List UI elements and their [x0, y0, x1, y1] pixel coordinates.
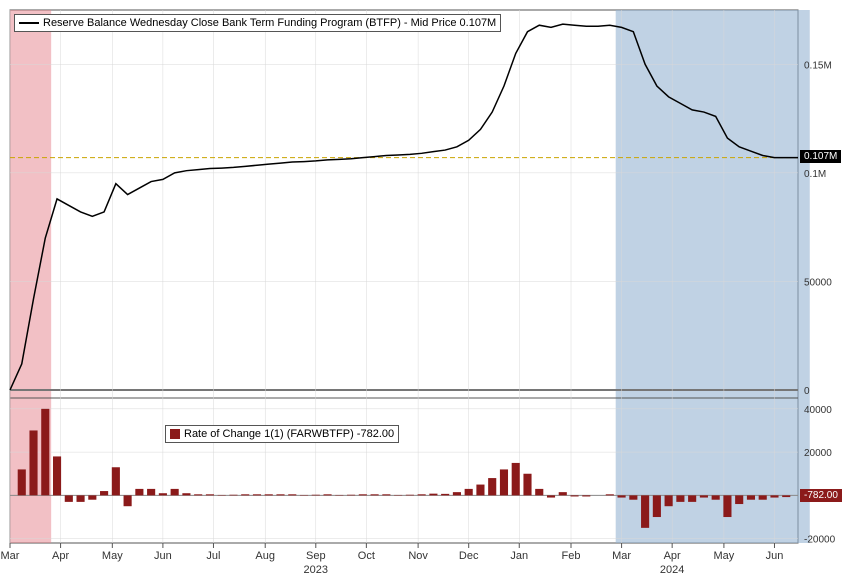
svg-text:Jun: Jun — [154, 550, 172, 562]
svg-text:2024: 2024 — [660, 564, 684, 576]
svg-text:Jun: Jun — [766, 550, 784, 562]
svg-text:Mar: Mar — [1, 550, 20, 562]
lower-value-tag: -782.00 — [800, 489, 842, 502]
svg-text:Jul: Jul — [206, 550, 220, 562]
svg-text:50000: 50000 — [804, 277, 832, 288]
lower-legend: Rate of Change 1(1) (FARWBTFP) -782.00 — [165, 425, 399, 443]
chart-container: Mar Apr May Jun Jul Aug Sep Oct Nov Dec Jan Feb Mar A… — [0, 0, 848, 578]
svg-text:Jan: Jan — [510, 550, 528, 562]
upper-value-tag: 0.107M — [800, 150, 841, 163]
svg-text:May: May — [102, 550, 123, 562]
svg-text:0.15M: 0.15M — [804, 60, 832, 71]
svg-text:Nov: Nov — [408, 550, 428, 562]
svg-text:Oct: Oct — [358, 550, 375, 562]
svg-text:Apr: Apr — [664, 550, 681, 562]
svg-text:Dec: Dec — [459, 550, 479, 562]
svg-text:Aug: Aug — [255, 550, 275, 562]
svg-text:20000: 20000 — [804, 448, 832, 459]
svg-text:40000: 40000 — [804, 405, 832, 416]
svg-text:2023: 2023 — [304, 564, 328, 576]
svg-text:Sep: Sep — [306, 550, 326, 562]
svg-text:0.1M: 0.1M — [804, 169, 826, 180]
line-swatch — [19, 22, 39, 24]
bar-swatch — [170, 429, 180, 439]
chart-svg: Mar Apr May Jun Jul Aug Sep Oct Nov Dec Jan Feb Mar A… — [0, 0, 848, 578]
upper-legend-label: Reserve Balance Wednesday Close Bank Ter… — [43, 17, 496, 29]
svg-text:Feb: Feb — [562, 550, 581, 562]
svg-text:Apr: Apr — [52, 550, 69, 562]
svg-text:-20000: -20000 — [804, 535, 836, 546]
upper-legend: Reserve Balance Wednesday Close Bank Ter… — [14, 14, 501, 32]
svg-text:0: 0 — [804, 386, 810, 397]
svg-text:Mar: Mar — [612, 550, 631, 562]
svg-text:May: May — [714, 550, 735, 562]
lower-legend-label: Rate of Change 1(1) (FARWBTFP) -782.00 — [184, 428, 394, 440]
